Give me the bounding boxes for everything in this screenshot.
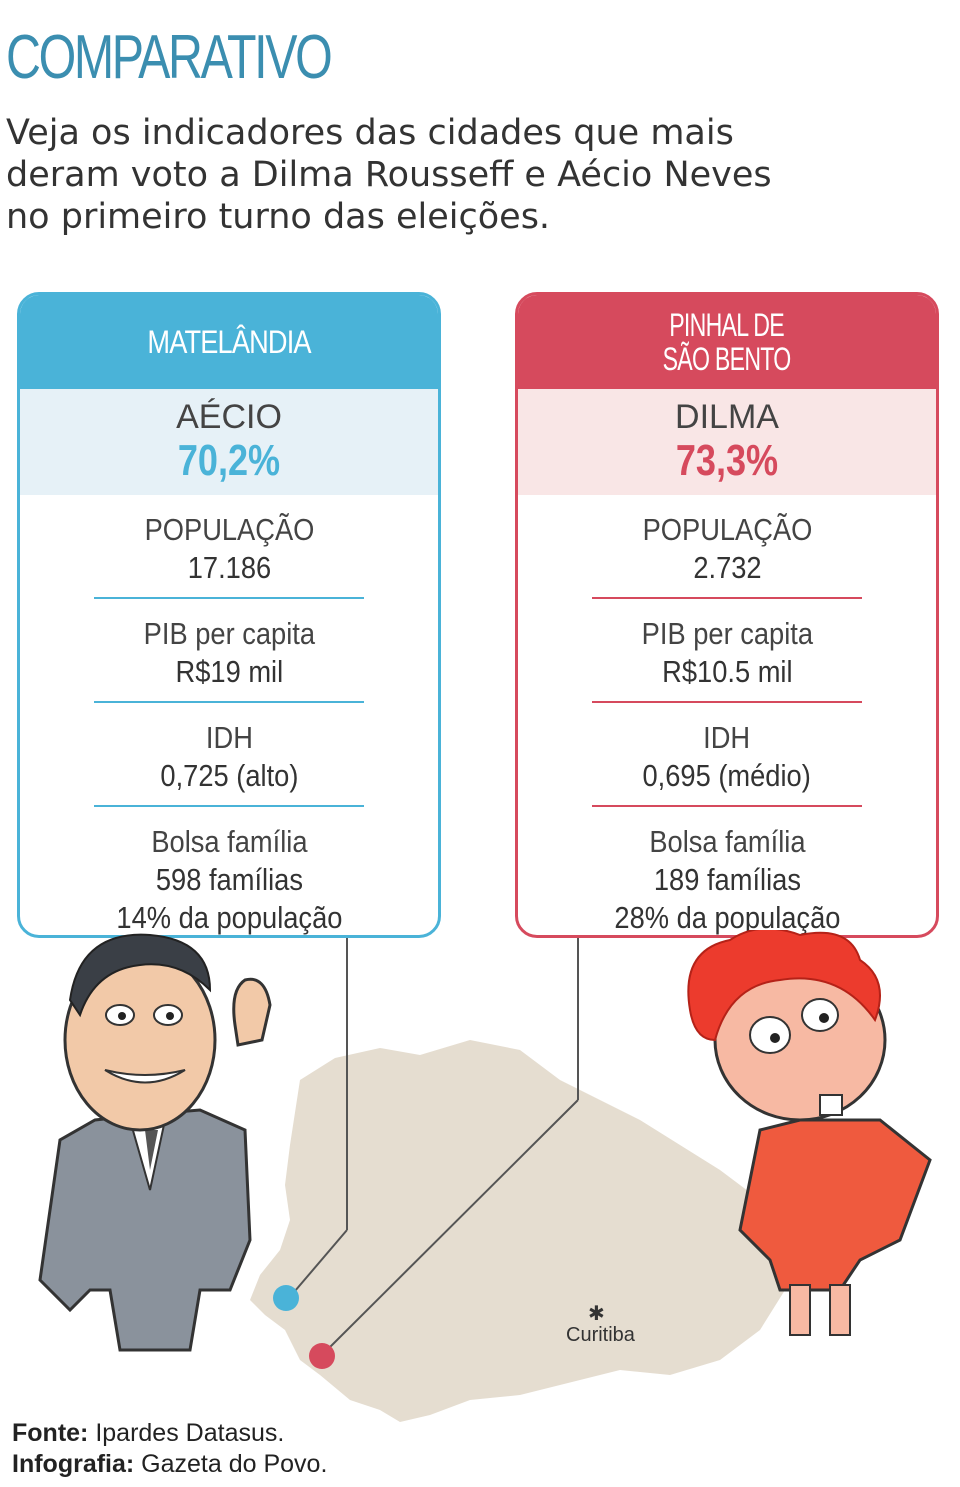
curitiba-label: Curitiba xyxy=(566,1324,635,1346)
population-label: POPULAÇÃO xyxy=(144,512,314,547)
intro-text: Veja os indicadores das cidades que mais… xyxy=(6,113,772,237)
pib-value: R$19 mil xyxy=(175,654,283,689)
city-name-line2: SÃO BENTO xyxy=(663,341,792,377)
pib-stat: PIB per capita R$10.5 mil xyxy=(592,599,862,703)
vote-box: AÉCIO 70,2% xyxy=(20,389,438,495)
fonte-label: Fonte: xyxy=(12,1419,89,1447)
pib-value: R$10.5 mil xyxy=(661,654,793,689)
city-name: MATELÂNDIA xyxy=(147,324,311,360)
city-name-line1: PINHAL DE xyxy=(669,307,785,343)
aecio-caricature xyxy=(38,933,272,1352)
connector-line-right-diag xyxy=(321,1099,579,1356)
bolsa-families: 598 famílias xyxy=(155,862,303,897)
pib-label: PIB per capita xyxy=(641,616,813,651)
curitiba-star-icon: ✱ xyxy=(588,1301,605,1325)
idh-stat: IDH 0,725 (alto) xyxy=(94,703,364,807)
population-stat: POPULAÇÃO 2.732 xyxy=(592,495,862,599)
idh-stat: IDH 0,695 (médio) xyxy=(592,703,862,807)
source-credits: Fonte: Ipardes Datasus. Infografia: Gaze… xyxy=(12,1418,327,1480)
idh-label: IDH xyxy=(205,720,253,755)
parana-state-shape xyxy=(250,1040,800,1422)
bolsa-stat: Bolsa família 189 famílias 28% da popula… xyxy=(592,807,862,935)
dilma-caricature xyxy=(687,930,932,1336)
vote-percent: 73,3% xyxy=(675,436,779,485)
idh-label: IDH xyxy=(703,720,751,755)
pib-stat: PIB per capita R$19 mil xyxy=(94,599,364,703)
population-label: POPULAÇÃO xyxy=(642,512,812,547)
candidate-name: AÉCIO xyxy=(176,398,282,436)
city-card-pinhal: PINHAL DE SÃO BENTO DILMA 73,3% POPULAÇÃ… xyxy=(515,292,939,938)
fonte-value: Ipardes Datasus. xyxy=(95,1419,285,1447)
page-title: COMPARATIVO xyxy=(6,23,333,92)
population-stat: POPULAÇÃO 17.186 xyxy=(94,495,364,599)
infografia-value: Gazeta do Povo. xyxy=(141,1450,328,1478)
infografia-label: Infografia: xyxy=(12,1450,135,1478)
city-name-header: PINHAL DE SÃO BENTO xyxy=(518,295,936,389)
connector-line-left-diag xyxy=(288,1229,348,1299)
vote-box: DILMA 73,3% xyxy=(518,389,936,495)
bolsa-share: 14% da população xyxy=(115,900,342,935)
vote-percent: 70,2% xyxy=(177,436,281,485)
pinhal-marker xyxy=(309,1343,335,1369)
matelandia-marker xyxy=(273,1285,299,1311)
parana-map-illustration: ✱ xyxy=(38,930,932,1422)
bolsa-label: Bolsa família xyxy=(150,824,308,859)
idh-value: 0,725 (alto) xyxy=(159,758,298,793)
population-value: 2.732 xyxy=(692,550,762,585)
bolsa-share: 28% da população xyxy=(613,900,840,935)
population-value: 17.186 xyxy=(187,550,271,585)
idh-value: 0,695 (médio) xyxy=(642,758,812,793)
bolsa-stat: Bolsa família 598 famílias 14% da popula… xyxy=(94,807,364,935)
bolsa-families: 189 famílias xyxy=(653,862,801,897)
city-name-header: MATELÂNDIA xyxy=(20,295,438,389)
bolsa-label: Bolsa família xyxy=(648,824,806,859)
candidate-name: DILMA xyxy=(675,398,779,436)
city-card-matelandia: MATELÂNDIA AÉCIO 70,2% POPULAÇÃO 17.186 … xyxy=(17,292,441,938)
pib-label: PIB per capita xyxy=(143,616,315,651)
